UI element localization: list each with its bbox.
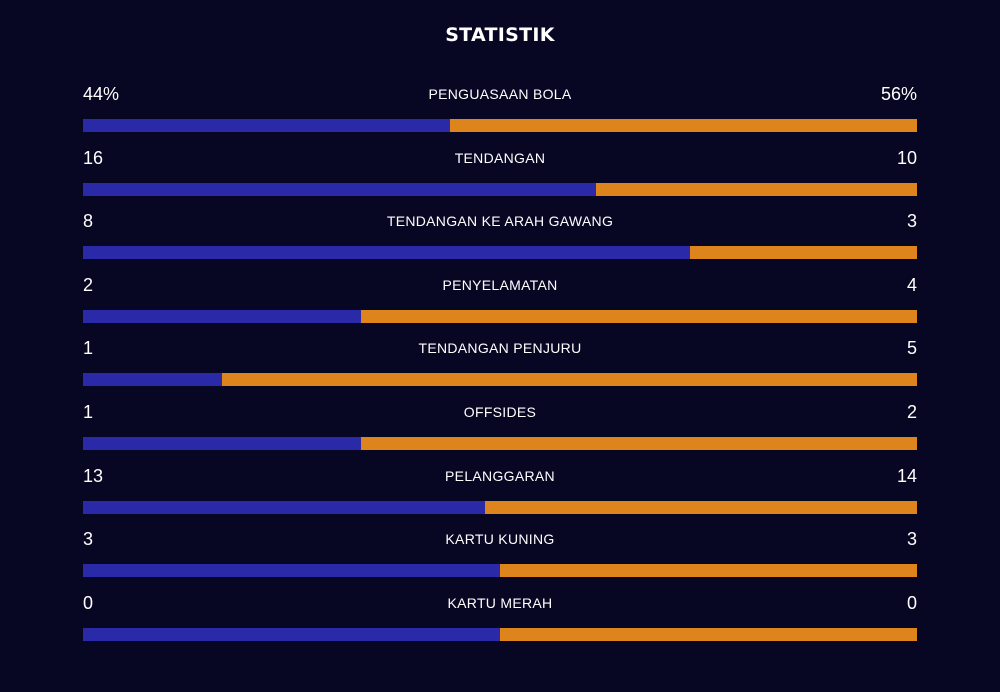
away-bar-segment [596,182,917,196]
home-bar-segment [83,436,361,450]
home-bar-segment [83,500,485,514]
home-bar-segment [83,182,597,196]
home-value: 16 [83,147,104,168]
stat-bar [83,564,917,578]
home-value: 1 [83,401,94,422]
away-value: 0 [906,592,917,613]
away-value: 4 [906,274,917,295]
home-value: 44% [83,84,120,104]
stat-label: OFFSIDES [463,403,537,420]
stat-label: TENDANGAN [454,149,546,166]
stat-row: 1 OFFSIDES 2 [83,398,917,462]
away-bar-segment [500,627,917,641]
away-value: 2 [906,401,917,422]
home-value: 3 [83,529,94,550]
away-value: 5 [906,338,917,359]
stat-row: 44% PENGUASAAN BOLA 56% [83,80,917,144]
home-bar-segment [83,119,450,132]
stat-bar [83,436,917,450]
stat-bar [83,373,917,387]
home-value: 0 [83,592,94,613]
home-value: 2 [83,274,94,295]
away-value: 56% [880,84,917,104]
away-value: 14 [896,465,917,486]
stat-bar [83,500,917,514]
stat-label: TENDANGAN KE ARAH GAWANG [386,213,614,230]
away-bar-segment [500,564,917,578]
home-value: 1 [83,338,94,359]
away-bar-segment [689,246,917,260]
stat-bar [83,119,917,132]
home-value: 13 [83,465,104,486]
stats-list: 44% PENGUASAAN BOLA 56% 16 TENDANGAN 10 8 TENDA… [83,80,917,652]
page-title: STATISTIK [445,24,555,46]
away-bar-segment [360,309,917,323]
home-bar-segment [83,564,500,578]
home-bar-segment [83,309,361,323]
stat-label: KARTU MERAH [447,594,553,611]
away-value: 3 [906,529,917,550]
home-bar-segment [83,373,222,387]
stat-label: PENGUASAAN BOLA [428,86,572,102]
stat-label: KARTU KUNING [445,531,555,548]
home-bar-segment [83,627,500,641]
stat-row: 13 PELANGGARAN 14 [83,462,917,526]
stat-bar [83,309,917,323]
home-value: 8 [83,211,94,232]
away-bar-segment [221,373,917,387]
stat-bar [83,246,917,260]
stat-label: PENYELAMATAN [442,276,558,293]
stat-row: 3 KARTU KUNING 3 [83,525,917,589]
stat-label: TENDANGAN PENJURU [418,340,582,357]
stat-bar [83,182,917,196]
stat-label: PELANGGARAN [445,467,555,484]
away-value: 10 [896,147,917,168]
stat-row: 8 TENDANGAN KE ARAH GAWANG 3 [83,207,917,271]
stat-bar [83,627,917,641]
stat-row: 16 TENDANGAN 10 [83,144,917,208]
away-bar-segment [360,436,917,450]
away-bar-segment [484,500,917,514]
home-bar-segment [83,246,690,260]
stat-row: 2 PENYELAMATAN 4 [83,271,917,335]
away-bar-segment [449,119,917,132]
stat-row: 1 TENDANGAN PENJURU 5 [83,334,917,398]
stat-row: 0 KARTU MERAH 0 [83,589,917,653]
away-value: 3 [906,211,917,232]
